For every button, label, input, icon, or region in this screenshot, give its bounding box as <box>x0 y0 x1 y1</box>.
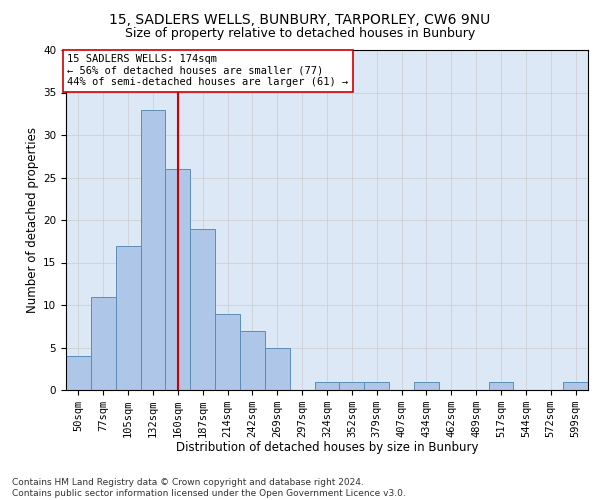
Bar <box>116 246 140 390</box>
Bar <box>414 382 439 390</box>
Text: 15, SADLERS WELLS, BUNBURY, TARPORLEY, CW6 9NU: 15, SADLERS WELLS, BUNBURY, TARPORLEY, C… <box>109 12 491 26</box>
Bar <box>265 348 290 390</box>
Bar <box>166 169 190 390</box>
Text: Size of property relative to detached houses in Bunbury: Size of property relative to detached ho… <box>125 28 475 40</box>
Bar <box>140 110 166 390</box>
Bar <box>240 330 265 390</box>
Bar <box>190 228 215 390</box>
Bar <box>215 314 240 390</box>
Bar <box>340 382 364 390</box>
Bar <box>66 356 91 390</box>
Text: 15 SADLERS WELLS: 174sqm
← 56% of detached houses are smaller (77)
44% of semi-d: 15 SADLERS WELLS: 174sqm ← 56% of detach… <box>67 54 349 88</box>
Y-axis label: Number of detached properties: Number of detached properties <box>26 127 39 313</box>
Bar <box>488 382 514 390</box>
Bar <box>563 382 588 390</box>
Bar <box>364 382 389 390</box>
Bar <box>91 296 116 390</box>
Text: Contains HM Land Registry data © Crown copyright and database right 2024.
Contai: Contains HM Land Registry data © Crown c… <box>12 478 406 498</box>
Bar <box>314 382 340 390</box>
X-axis label: Distribution of detached houses by size in Bunbury: Distribution of detached houses by size … <box>176 442 478 454</box>
